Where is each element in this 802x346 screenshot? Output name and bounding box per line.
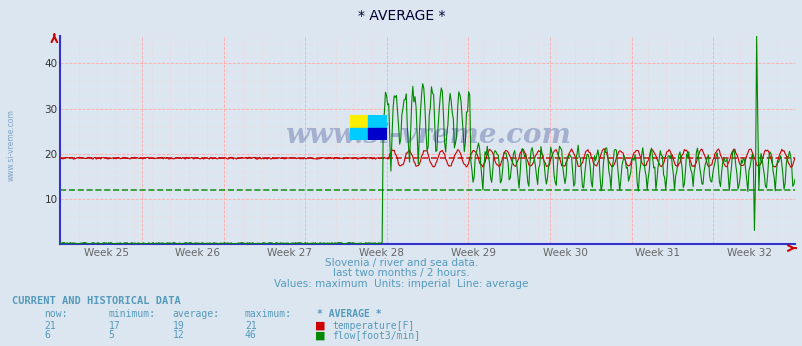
Text: Values: maximum  Units: imperial  Line: average: Values: maximum Units: imperial Line: av… <box>274 279 528 289</box>
Text: average:: average: <box>172 309 220 319</box>
Text: ■: ■ <box>314 330 325 340</box>
Text: 46: 46 <box>245 330 257 340</box>
Text: 5: 5 <box>108 330 114 340</box>
Text: * AVERAGE *: * AVERAGE * <box>317 309 381 319</box>
Text: 17: 17 <box>108 321 120 331</box>
Bar <box>350 128 368 140</box>
Text: * AVERAGE *: * AVERAGE * <box>358 9 444 22</box>
Text: minimum:: minimum: <box>108 309 156 319</box>
Text: www.si-vreme.com: www.si-vreme.com <box>6 109 15 181</box>
Text: 19: 19 <box>172 321 184 331</box>
Text: 6: 6 <box>44 330 50 340</box>
Text: temperature[F]: temperature[F] <box>332 321 414 331</box>
Text: 12: 12 <box>172 330 184 340</box>
Text: www.si-vreme.com: www.si-vreme.com <box>284 122 570 149</box>
Bar <box>368 115 386 128</box>
Text: 21: 21 <box>245 321 257 331</box>
Text: last two months / 2 hours.: last two months / 2 hours. <box>333 268 469 278</box>
Text: now:: now: <box>44 309 67 319</box>
Text: maximum:: maximum: <box>245 309 292 319</box>
Text: 21: 21 <box>44 321 56 331</box>
Text: Slovenia / river and sea data.: Slovenia / river and sea data. <box>325 258 477 268</box>
Text: flow[foot3/min]: flow[foot3/min] <box>332 330 420 340</box>
Bar <box>350 115 368 128</box>
Bar <box>368 128 386 140</box>
Text: ■: ■ <box>314 321 325 331</box>
Text: CURRENT AND HISTORICAL DATA: CURRENT AND HISTORICAL DATA <box>12 296 180 306</box>
